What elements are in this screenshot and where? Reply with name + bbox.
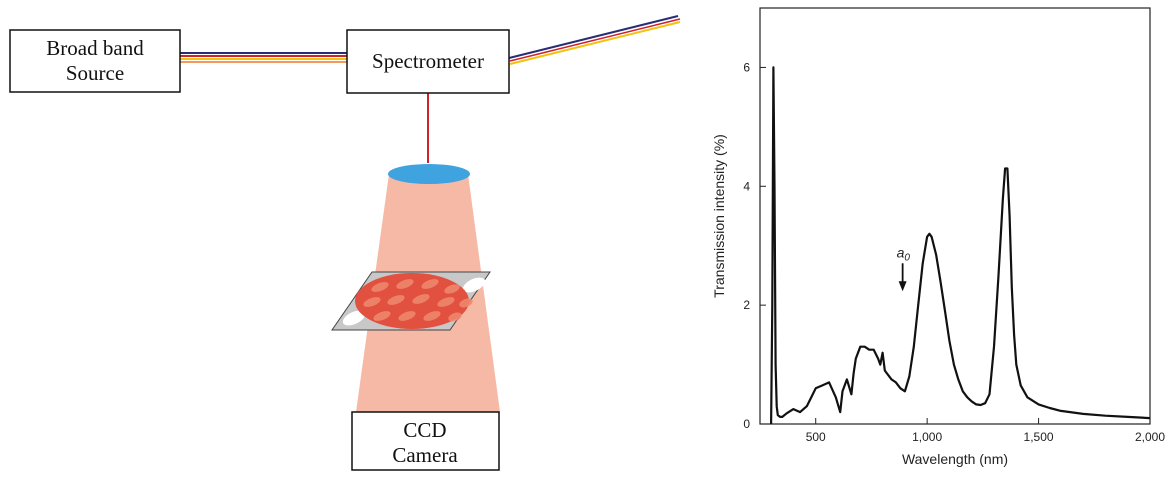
x-tick-label: 2,000 [1135, 430, 1165, 444]
slide-hole-bottom-left [342, 310, 366, 326]
x-tick-label: 1,500 [1024, 430, 1054, 444]
y-axis-ticks: 0 2 4 6 [743, 60, 766, 431]
x-tick-label: 1,000 [912, 430, 942, 444]
annotation-label: a0 [897, 244, 911, 263]
y-tick-label: 2 [743, 298, 750, 312]
fiber-spectrometer-output [508, 15, 681, 65]
y-tick-label: 0 [743, 417, 750, 431]
x-tick-label: 500 [806, 430, 826, 444]
ccd-label-line2: Camera [392, 443, 458, 467]
ccd-label-line1: CCD [403, 418, 446, 442]
spectrometer-box: Spectrometer [346, 29, 510, 94]
spectrometer-label: Spectrometer [372, 49, 484, 73]
y-tick-label: 6 [743, 60, 750, 74]
plot-frame [759, 7, 1151, 425]
series-line-transmission [770, 66, 1151, 425]
source-label-line2: Source [66, 61, 124, 85]
source-label-line1: Broad band [46, 36, 144, 60]
annotation-arrow-head [898, 281, 907, 292]
annotation-a0: a0 [897, 244, 911, 292]
ccd-camera-box: CCD Camera [351, 411, 500, 471]
y-axis-title: Transmission intensity (%) [711, 134, 727, 298]
x-axis-ticks: 500 1,000 1,500 2,000 [806, 418, 1165, 444]
lens [388, 164, 470, 184]
fiber-source-to-spectrometer [180, 52, 347, 63]
x-axis-title: Wavelength (nm) [902, 451, 1008, 467]
setup-diagram: Broad band Source Spectrometer CCD Camer… [9, 15, 681, 471]
transmission-spectrum-chart: 500 1,000 1,500 2,000 0 2 4 6 a0 Wavelength (n… [711, 7, 1165, 467]
y-tick-label: 4 [743, 179, 750, 193]
slide-hole-top-right [462, 277, 486, 293]
broadband-source-box: Broad band Source [9, 29, 181, 93]
cell-pattern [363, 279, 473, 322]
